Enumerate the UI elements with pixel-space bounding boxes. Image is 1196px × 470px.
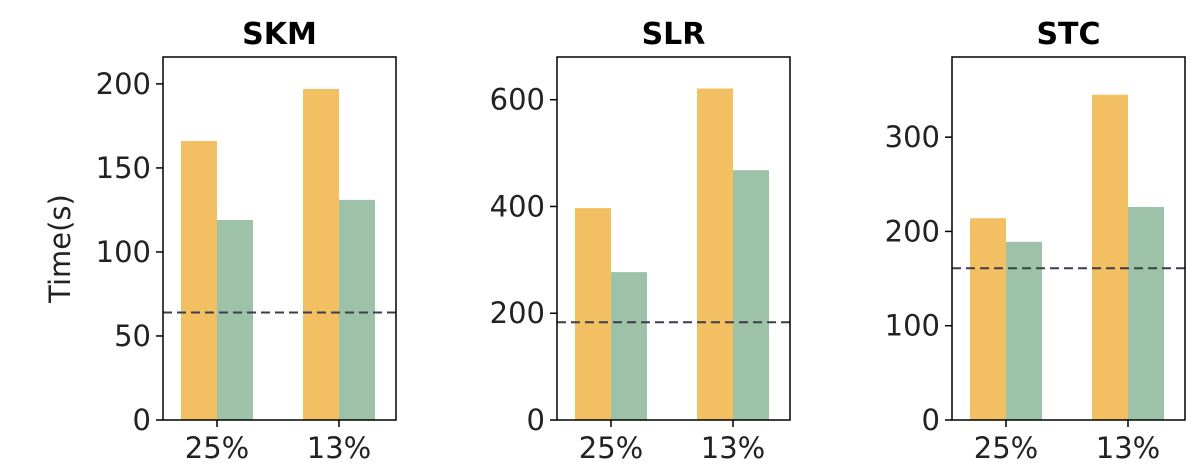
y-tick-label: 200 — [885, 214, 940, 248]
chart-slr: SLR 25% 13% 0 200 400 600 — [490, 17, 791, 465]
y-tick-label: 200 — [490, 296, 545, 330]
y-axis-label: Time(s) — [43, 194, 77, 304]
y-tick-label: 300 — [885, 120, 940, 154]
bar-25pct-series-1 — [575, 208, 611, 420]
y-tick-label: 100 — [96, 235, 151, 269]
plot-frame — [162, 56, 397, 421]
chart-skm: SKM 25% 13% 0 50 100 150 200 Time(s) — [43, 17, 397, 465]
bar-13pct-series-2 — [733, 170, 769, 420]
y-tick-label: 150 — [96, 151, 151, 185]
chart-stc: STC 25% 13% 0 100 200 300 — [885, 17, 1186, 465]
y-tick-label: 0 — [922, 403, 940, 437]
plot-frame — [556, 56, 791, 421]
bar-13pct-series-1 — [1092, 94, 1128, 420]
y-tick-label: 600 — [490, 83, 545, 117]
x-tick-label: 13% — [701, 431, 765, 465]
bar-13pct-series-2 — [1128, 206, 1164, 420]
y-tick-label: 50 — [114, 319, 151, 353]
bar-13pct-series-1 — [697, 88, 733, 420]
bar-13pct-series-2 — [339, 199, 375, 420]
x-tick-label: 25% — [579, 431, 643, 465]
bar-25pct-series-2 — [217, 220, 253, 420]
bar-25pct-series-2 — [1006, 241, 1042, 420]
bar-25pct-series-1 — [181, 141, 217, 420]
plot-frame — [951, 56, 1186, 421]
bar-25pct-series-2 — [611, 272, 647, 420]
x-tick-label: 13% — [1096, 431, 1160, 465]
x-tick-label: 25% — [974, 431, 1038, 465]
y-tick-label: 0 — [527, 403, 545, 437]
bar-25pct-series-1 — [970, 218, 1006, 420]
bar-13pct-series-1 — [303, 88, 339, 421]
y-tick-label: 400 — [490, 189, 545, 223]
y-tick-label: 100 — [885, 309, 940, 343]
x-tick-label: 13% — [307, 431, 371, 465]
x-tick-label: 25% — [185, 431, 249, 465]
chart-title: STC — [1036, 17, 1100, 52]
chart-title: SLR — [642, 17, 706, 52]
y-tick-label: 200 — [96, 67, 151, 101]
chart-title: SKM — [242, 17, 317, 52]
y-tick-label: 0 — [133, 403, 151, 437]
